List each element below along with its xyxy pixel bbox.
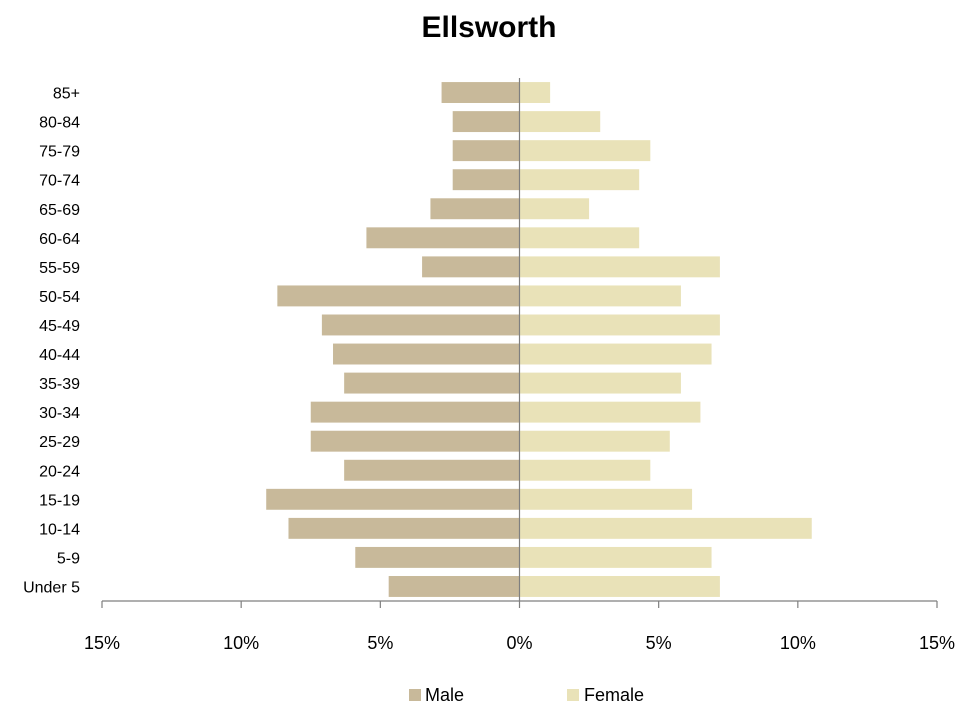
bar-female-under-5 <box>519 576 720 597</box>
category-label: 45-49 <box>39 318 80 335</box>
bar-female-80-84 <box>519 111 601 133</box>
bar-female-40-44 <box>519 343 712 365</box>
bar-male-25-29 <box>310 430 520 452</box>
bar-male-30-34 <box>310 401 520 423</box>
bar-male-45-49 <box>321 314 520 336</box>
legend: Male Female <box>409 685 644 705</box>
legend-label-female: Female <box>584 685 644 705</box>
bars-group <box>266 82 812 597</box>
bar-male-20-24 <box>344 459 520 481</box>
bar-female-65-69 <box>519 198 590 220</box>
x-tick-label: 10% <box>780 633 816 653</box>
category-label: 85+ <box>53 86 80 103</box>
bar-male-75-79 <box>452 140 520 162</box>
bar-male-40-44 <box>333 343 520 365</box>
bar-female-35-39 <box>519 372 681 394</box>
x-tick-label: 5% <box>367 633 393 653</box>
category-label: 70-74 <box>39 173 80 190</box>
category-label: 50-54 <box>39 289 80 306</box>
category-label: 75-79 <box>39 144 80 161</box>
category-label: 25-29 <box>39 434 80 451</box>
bar-male-5-9 <box>355 546 520 568</box>
x-tick-label: 5% <box>646 633 672 653</box>
legend-label-male: Male <box>425 685 464 705</box>
bar-male-80-84 <box>452 111 520 133</box>
bar-female-50-54 <box>519 285 681 307</box>
category-label: 55-59 <box>39 260 80 277</box>
category-label: 40-44 <box>39 347 80 364</box>
category-label: 65-69 <box>39 202 80 219</box>
category-label: 35-39 <box>39 376 80 393</box>
category-label: 60-64 <box>39 231 80 248</box>
bar-female-45-49 <box>519 314 720 336</box>
bar-female-5-9 <box>519 546 712 568</box>
bar-female-20-24 <box>519 459 651 481</box>
bar-female-75-79 <box>519 140 651 162</box>
x-tick-label: 15% <box>919 633 955 653</box>
bar-male-60-64 <box>366 227 520 249</box>
bar-female-25-29 <box>519 430 670 452</box>
category-label: 20-24 <box>39 463 80 480</box>
bar-female-55-59 <box>519 256 720 278</box>
category-label: Under 5 <box>23 579 80 596</box>
x-tick-label: 0% <box>506 633 532 653</box>
category-labels: Under 5 5-9 10-14 15-19 20-24 25-29 30-34 35-39… <box>23 86 80 597</box>
bar-male-70-74 <box>452 169 520 191</box>
category-label: 30-34 <box>39 405 80 422</box>
bar-male-15-19 <box>266 488 520 510</box>
bar-male-85plus <box>441 82 520 103</box>
bar-female-85plus <box>519 82 551 103</box>
bar-female-15-19 <box>519 488 693 510</box>
x-axis: 15% 10% 5% 0% 5% 10% 15% <box>84 600 955 653</box>
bar-male-55-59 <box>422 256 520 278</box>
legend-swatch-male <box>409 689 421 701</box>
bar-male-65-69 <box>430 198 520 220</box>
bar-male-10-14 <box>288 517 520 539</box>
bar-female-30-34 <box>519 401 701 423</box>
category-label: 5-9 <box>57 550 80 567</box>
bar-female-60-64 <box>519 227 640 249</box>
legend-swatch-female <box>567 689 579 701</box>
chart-title: Ellsworth <box>421 11 556 44</box>
bar-female-70-74 <box>519 169 640 191</box>
bar-female-10-14 <box>519 517 812 539</box>
bar-male-35-39 <box>344 372 520 394</box>
category-label: 15-19 <box>39 492 80 509</box>
category-label: 80-84 <box>39 115 80 132</box>
bar-male-under-5 <box>388 576 520 597</box>
category-label: 10-14 <box>39 521 80 538</box>
bar-male-50-54 <box>277 285 520 307</box>
x-tick-label: 10% <box>223 633 259 653</box>
x-tick-label: 15% <box>84 633 120 653</box>
